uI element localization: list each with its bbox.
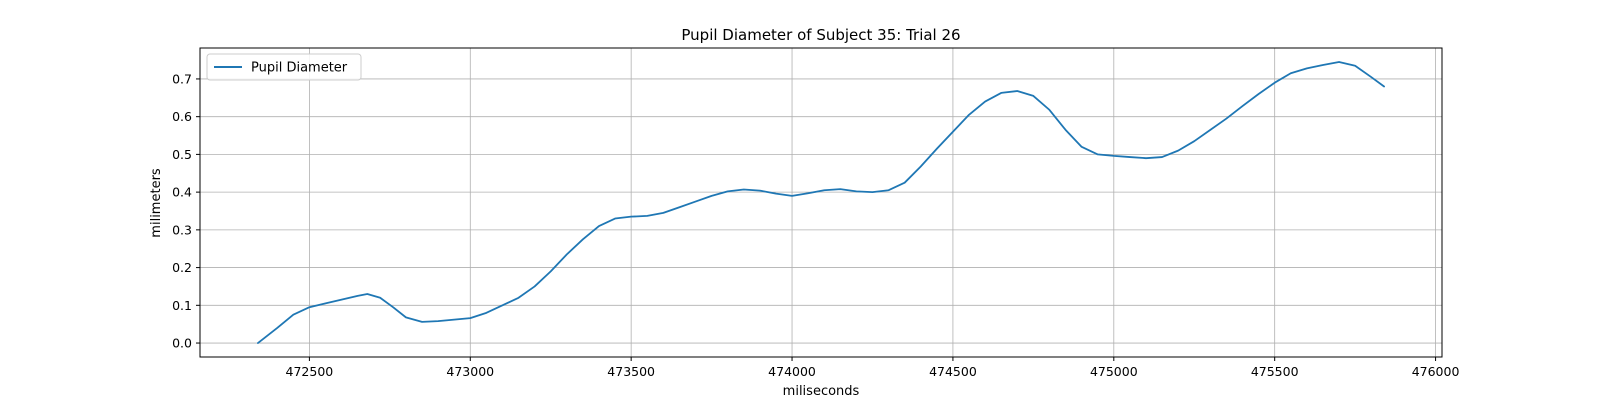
chart-title: Pupil Diameter of Subject 35: Trial 26 — [681, 26, 960, 44]
legend-box — [206, 53, 362, 81]
y-tick-label: 0.3 — [172, 222, 192, 237]
y-axis-label: milimeters — [149, 168, 164, 238]
plot-area-frame — [199, 47, 1443, 358]
x-axis-label: miliseconds — [783, 384, 860, 399]
series-lines — [257, 61, 1385, 344]
y-tick-label: 0.0 — [172, 336, 192, 351]
axis-ticks: 472500 473000 473500 474000 474500 475000 4755… — [172, 71, 1459, 379]
series-line-pupil-diameter — [257, 61, 1385, 344]
x-tick-label: 476000 — [1412, 364, 1460, 379]
x-tick-label: 473500 — [607, 364, 655, 379]
y-tick-label: 0.5 — [172, 147, 192, 162]
x-tick-label: 473000 — [446, 364, 494, 379]
y-tick-label: 0.2 — [172, 260, 192, 275]
grid-lines — [200, 48, 1442, 357]
legend-label: Pupil Diameter — [251, 61, 348, 76]
y-tick-label: 0.7 — [172, 71, 192, 86]
x-tick-label: 474000 — [768, 364, 816, 379]
x-tick-label: 472500 — [286, 364, 334, 379]
x-tick-label: 474500 — [929, 364, 977, 379]
y-tick-label: 0.6 — [172, 109, 192, 124]
x-tick-label: 475000 — [1090, 364, 1138, 379]
x-tick-label: 475500 — [1251, 364, 1299, 379]
y-tick-label: 0.4 — [172, 185, 192, 200]
legend: Pupil Diameter — [206, 53, 362, 81]
y-tick-label: 0.1 — [172, 298, 192, 313]
